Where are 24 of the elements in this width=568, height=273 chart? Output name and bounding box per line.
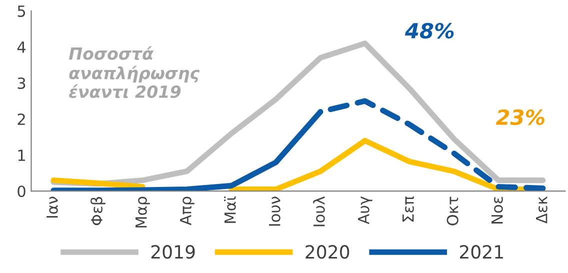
x-tick-label: Αυγ bbox=[358, 196, 372, 224]
x-tick-label: Απρ bbox=[180, 196, 194, 226]
annotation: 48% bbox=[404, 22, 454, 39]
x-tick-label: Ιουν bbox=[269, 196, 280, 226]
legend-label: 2021 bbox=[460, 245, 503, 259]
y-tick-label: 3 bbox=[18, 77, 26, 90]
x-tick-label: Νοε bbox=[491, 197, 503, 224]
x-tick-label: Σεπ bbox=[402, 196, 414, 222]
y-tick-label: 2 bbox=[18, 113, 25, 125]
x-tick-label: Ιουλ bbox=[313, 196, 325, 226]
x-tick-label: Ιαν bbox=[46, 196, 58, 218]
x-tick-label: Φεβ bbox=[90, 197, 106, 226]
annotation: 23% bbox=[496, 109, 544, 126]
annotation: Ποσοστά αναπλήρωσης έναντι 2019 bbox=[68, 46, 200, 98]
x-tick-label: Μαϊ bbox=[224, 196, 236, 223]
legend-label: 2019 bbox=[151, 245, 195, 259]
x-tick-label: Μαρ bbox=[136, 196, 150, 228]
x-tick-label: Οκτ bbox=[446, 196, 458, 226]
y-tick-label: 0 bbox=[18, 186, 26, 198]
y-tick-label: 5 bbox=[18, 6, 26, 17]
y-tick-label: 4 bbox=[17, 42, 26, 53]
legend-label: 2020 bbox=[306, 245, 350, 259]
y-tick-label: 1 bbox=[18, 150, 25, 161]
x-tick-label: Δεκ bbox=[536, 196, 548, 224]
